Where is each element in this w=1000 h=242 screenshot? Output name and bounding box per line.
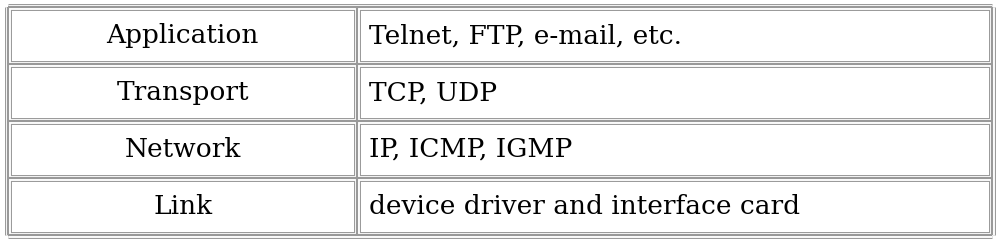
Text: device driver and interface card: device driver and interface card — [369, 194, 800, 219]
Text: Telnet, FTP, e-mail, etc.: Telnet, FTP, e-mail, etc. — [369, 23, 682, 48]
Text: Network: Network — [124, 137, 241, 162]
Text: Link: Link — [153, 194, 212, 219]
Text: Transport: Transport — [116, 80, 249, 105]
Text: TCP, UDP: TCP, UDP — [369, 80, 497, 105]
Text: Application: Application — [106, 23, 259, 48]
Text: IP, ICMP, IGMP: IP, ICMP, IGMP — [369, 137, 573, 162]
